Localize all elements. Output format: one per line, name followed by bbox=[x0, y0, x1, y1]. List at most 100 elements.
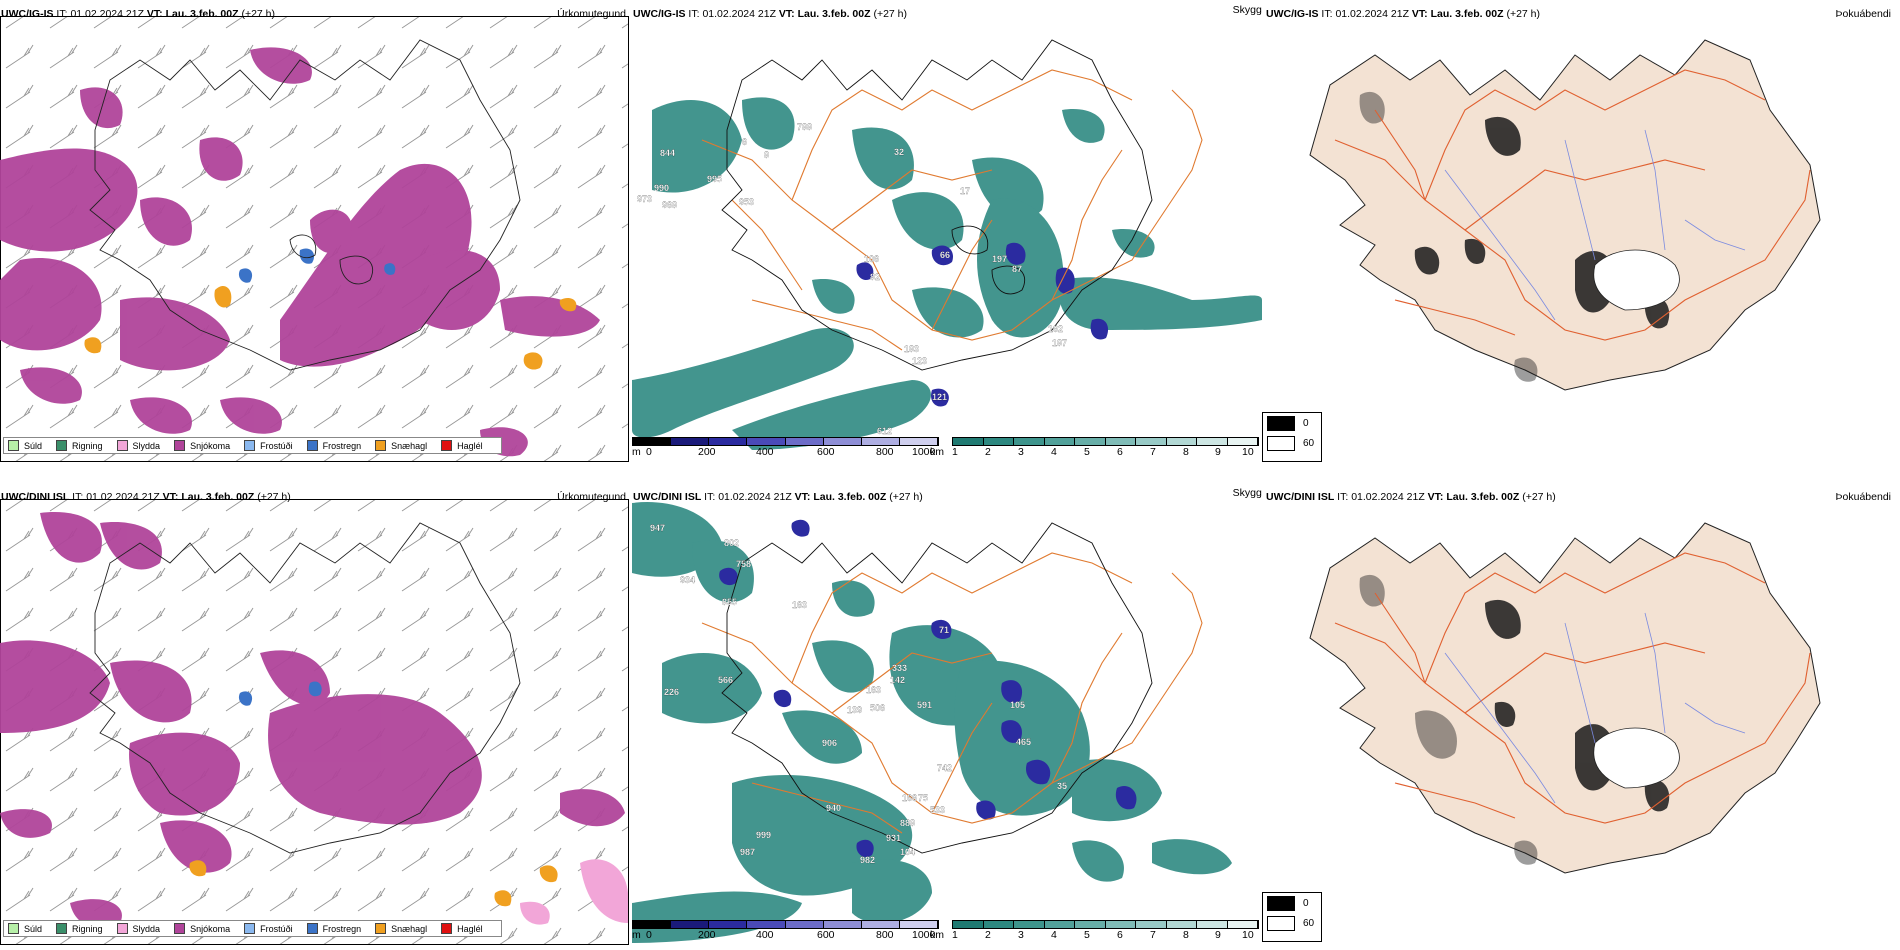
vis-label: 35 bbox=[1057, 781, 1067, 791]
vis-tick: 5 bbox=[1084, 446, 1090, 458]
vis-label: 566 bbox=[718, 675, 733, 685]
vis-colorbar-swatches bbox=[952, 437, 1259, 446]
vis-label: 6 bbox=[742, 137, 747, 147]
colorbar-swatch bbox=[983, 438, 1014, 445]
vis-label: 844 bbox=[660, 148, 675, 158]
visibility-panel-row1: 788 32 6 8 844 995 990 968 973 953 66 87… bbox=[632, 0, 1262, 464]
colorbar-swatch bbox=[1105, 921, 1136, 928]
height-tick: 800 bbox=[876, 929, 894, 941]
vis-label: 953 bbox=[739, 197, 754, 207]
colorbar-swatch bbox=[1075, 438, 1106, 445]
colorbar-swatch bbox=[1136, 921, 1167, 928]
panel-header: UWC/IG-IS IT: 01.02.2024 21Z VT: Lau. 3.… bbox=[1, 8, 276, 20]
colorbar-swatch bbox=[983, 921, 1014, 928]
colorbar-swatch bbox=[823, 921, 862, 928]
colorbar-swatch bbox=[953, 921, 984, 928]
vis-tick: 9 bbox=[1215, 446, 1221, 458]
height-tick: 200 bbox=[698, 929, 716, 941]
vis-label: 8 bbox=[764, 150, 769, 160]
fog-legend-row: 60 bbox=[1263, 913, 1321, 933]
vis-label: 226 bbox=[664, 687, 679, 697]
vis-label: 333 bbox=[892, 663, 907, 673]
vis-label: 931 bbox=[886, 833, 901, 843]
colorbar-swatch bbox=[633, 438, 672, 445]
vis-label: 973 bbox=[637, 194, 652, 204]
vis-tick: 7 bbox=[1150, 929, 1156, 941]
vis-tick: 2 bbox=[985, 929, 991, 941]
fog-legend: 0 60 bbox=[1262, 412, 1322, 462]
vis-label: 465 bbox=[1016, 737, 1031, 747]
vis-label: 87 bbox=[1012, 264, 1022, 274]
colorbar-swatch bbox=[823, 438, 862, 445]
precip-panel-row2: UWC/DINI ISL IT: 01.02.2024 21Z VT: Lau.… bbox=[0, 483, 630, 947]
vis-label: 123 bbox=[912, 356, 927, 366]
vis-label: 197 bbox=[992, 254, 1007, 264]
height-tick: 1000 bbox=[912, 446, 936, 458]
panel-title: Þokuábendi bbox=[1835, 491, 1891, 503]
fog-panel-row1: UWC/IG-IS IT: 01.02.2024 21Z VT: Lau. 3.… bbox=[1265, 0, 1895, 464]
fog-map bbox=[1309, 522, 1821, 874]
precip-panel-row1: UWC/IG-IS IT: 01.02.2024 21Z VT: Lau. 3.… bbox=[0, 0, 630, 464]
height-tick: 1000 bbox=[912, 929, 936, 941]
panel-header: UWC/DINI ISL IT: 01.02.2024 21Z VT: Lau.… bbox=[1, 491, 291, 503]
vis-label: 947 bbox=[650, 523, 665, 533]
precip-legend: Súld Rigning Slydda Snjókoma Frostúði Fr… bbox=[3, 920, 502, 937]
colorbar-swatch bbox=[1227, 438, 1258, 445]
legend-item-frostudi: Frostúði bbox=[244, 923, 293, 934]
vis-tick: 3 bbox=[1018, 446, 1024, 458]
colorbar-swatch bbox=[1044, 921, 1075, 928]
legend-item-rigning: Rigning bbox=[56, 440, 103, 451]
vis-label: 742 bbox=[937, 763, 952, 773]
legend-item-snjokoma: Snjókoma bbox=[174, 923, 230, 934]
vis-label: 82 bbox=[870, 272, 880, 282]
legend-item-slydda: Slydda bbox=[116, 923, 160, 934]
height-unit: m bbox=[632, 446, 641, 458]
vis-label: 104 bbox=[900, 847, 915, 857]
legend-item-haglel: Haglél bbox=[441, 923, 483, 934]
visibility-map: 947 802 934 855 758 163 566 226 333 71 1… bbox=[632, 502, 1232, 943]
vis-label: 71 bbox=[939, 625, 949, 635]
vis-tick: 9 bbox=[1215, 929, 1221, 941]
legend-item-sul: Súld bbox=[8, 923, 42, 934]
vis-label: 32 bbox=[894, 147, 904, 157]
vis-tick: 5 bbox=[1084, 929, 1090, 941]
colorbar-swatch bbox=[1075, 921, 1106, 928]
height-tick: 0 bbox=[646, 446, 652, 458]
vis-colorbar-swatches bbox=[952, 920, 1259, 929]
colorbar-swatch bbox=[709, 921, 748, 928]
vis-label: 855 bbox=[722, 597, 737, 607]
vis-label: 940 bbox=[826, 803, 841, 813]
vis-label: 591 bbox=[917, 700, 932, 710]
precip-map bbox=[0, 500, 628, 944]
vis-label: 187 bbox=[1052, 338, 1067, 348]
panel-title: Úrkomutegund bbox=[557, 491, 626, 503]
vis-unit: km bbox=[930, 929, 944, 941]
vis-label: 66 bbox=[940, 250, 950, 260]
height-tick: 0 bbox=[646, 929, 652, 941]
vis-label: 987 bbox=[740, 847, 755, 857]
colorbar-swatch bbox=[671, 921, 710, 928]
height-tick: 400 bbox=[756, 929, 774, 941]
colorbar-swatch bbox=[861, 921, 900, 928]
vis-label: 788 bbox=[797, 122, 812, 132]
colorbar-swatch bbox=[1044, 438, 1075, 445]
vis-label: 612 bbox=[877, 426, 892, 436]
vis-label: 105 bbox=[1010, 700, 1025, 710]
fog-legend-row: 60 bbox=[1263, 433, 1321, 453]
height-tick: 600 bbox=[817, 929, 835, 941]
panel-header: UWC/IG-IS IT: 01.02.2024 21Z VT: Lau. 3.… bbox=[1266, 8, 1541, 20]
colorbar-swatch bbox=[1014, 438, 1045, 445]
colorbar-swatch bbox=[1136, 438, 1167, 445]
vis-tick: 6 bbox=[1117, 446, 1123, 458]
vis-label: 934 bbox=[680, 575, 695, 585]
colorbar-swatch bbox=[633, 921, 672, 928]
legend-item-sul: Súld bbox=[8, 440, 42, 451]
colorbar-swatch bbox=[1105, 438, 1136, 445]
vis-label: 906 bbox=[822, 738, 837, 748]
vis-label: 75 bbox=[918, 793, 928, 803]
panel-header: UWC/DINI ISL IT: 01.02.2024 21Z VT: Lau.… bbox=[633, 491, 923, 503]
colorbar-swatch bbox=[1166, 438, 1197, 445]
vis-label: 163 bbox=[866, 685, 881, 695]
colorbar-swatch bbox=[747, 438, 786, 445]
vis-tick: 6 bbox=[1117, 929, 1123, 941]
